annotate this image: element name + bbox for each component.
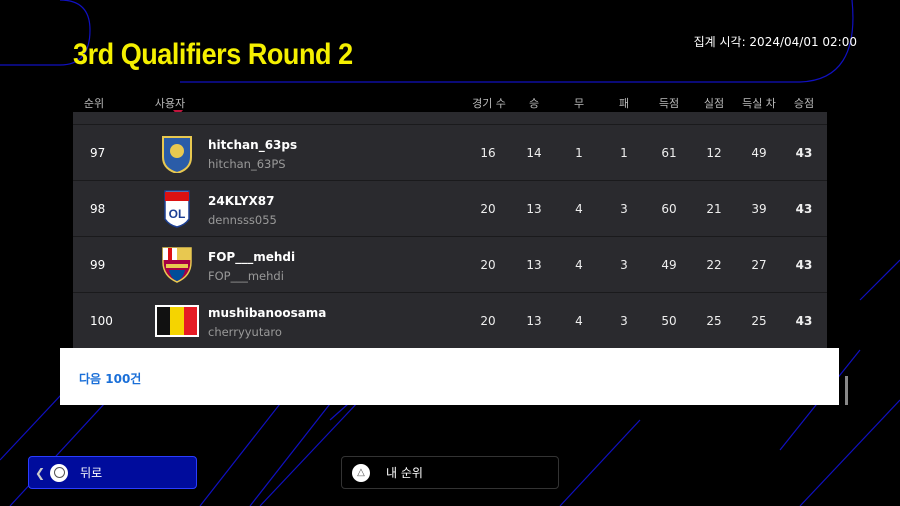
cell-pts: 43	[795, 313, 813, 328]
cell-win: 13	[526, 201, 542, 216]
cell-ga: 12	[706, 145, 722, 160]
cell-loss: 1	[620, 145, 628, 160]
table-row[interactable]: 98 OL 24KLYX87 dennsss055 20 13 4 3 60 21 39 43	[73, 180, 827, 236]
aggregation-time: 집계 시각: 2024/04/01 02:00	[693, 35, 857, 49]
cell-played: 20	[480, 257, 496, 272]
user-id: dennsss055	[208, 213, 277, 227]
scrollbar[interactable]	[845, 376, 848, 405]
cell-draw: 4	[575, 201, 583, 216]
cell-loss: 3	[620, 257, 628, 272]
cell-win: 13	[526, 257, 542, 272]
team-badge-icon	[155, 301, 199, 341]
back-button[interactable]: ❮ 뒤로	[28, 456, 197, 489]
header-rank: 순위	[83, 97, 105, 110]
cell-ga: 22	[706, 257, 722, 272]
circle-button-icon	[50, 463, 69, 482]
cell-ga: 25	[706, 313, 722, 328]
rank: 98	[90, 201, 106, 216]
header-goals-for[interactable]: 득점	[658, 97, 680, 110]
page-title: 3rd Qualifiers Round 2	[73, 38, 353, 71]
cell-played: 20	[480, 201, 496, 216]
cell-gd: 27	[751, 257, 767, 272]
cell-gf: 60	[661, 201, 677, 216]
team-badge-icon	[157, 245, 197, 285]
my-rank-button[interactable]: △ 내 순위	[341, 456, 559, 489]
cell-gd: 39	[751, 201, 767, 216]
cell-win: 14	[526, 145, 542, 160]
header-loss[interactable]: 패	[618, 97, 630, 110]
my-rank-label: 내 순위	[386, 466, 423, 480]
cell-loss: 3	[620, 201, 628, 216]
cell-gd: 49	[751, 145, 767, 160]
rank: 99	[90, 257, 106, 272]
cell-win: 13	[526, 313, 542, 328]
header-goal-diff[interactable]: 득실 차	[742, 97, 776, 110]
header-played[interactable]: 경기 수	[472, 97, 506, 110]
rank: 97	[90, 145, 106, 160]
header-draw[interactable]: 무	[573, 97, 585, 110]
header-goals-against[interactable]: 실점	[703, 97, 725, 110]
header-points[interactable]: 승점	[793, 97, 815, 110]
cell-pts: 43	[795, 201, 813, 216]
ranking-table: 97 hitchan_63ps hitchan_63PS 16 14 1 1 61 12 49…	[73, 112, 827, 348]
cell-draw: 4	[575, 313, 583, 328]
cell-draw: 4	[575, 257, 583, 272]
team-badge-icon	[157, 133, 197, 175]
cell-ga: 21	[706, 201, 722, 216]
cell-gf: 49	[661, 257, 677, 272]
cell-loss: 3	[620, 313, 628, 328]
cell-played: 20	[480, 313, 496, 328]
chevron-left-icon: ❮	[35, 465, 46, 480]
cell-gf: 50	[661, 313, 677, 328]
header-user[interactable]: 사용자	[154, 97, 186, 110]
rank: 100	[90, 313, 113, 328]
table-row[interactable]: 100 mushibanoosama cherryyutaro 20 13 4 3 50 2…	[73, 292, 827, 348]
cell-played: 16	[480, 145, 496, 160]
svg-text:OL: OL	[169, 207, 186, 221]
back-label: 뒤로	[80, 466, 103, 480]
user-name: 24KLYX87	[208, 194, 275, 208]
cell-gf: 61	[661, 145, 677, 160]
user-id: cherryyutaro	[208, 325, 282, 339]
user-id: hitchan_63PS	[208, 157, 286, 171]
cell-pts: 43	[795, 145, 813, 160]
cell-draw: 1	[575, 145, 583, 160]
user-name: mushibanoosama	[208, 306, 327, 320]
user-id: FOP___mehdi	[208, 269, 284, 283]
next-100-button[interactable]: 다음 100건	[60, 348, 839, 405]
triangle-button-icon: △	[352, 463, 370, 482]
table-row[interactable]: 97 hitchan_63ps hitchan_63PS 16 14 1 1 61 12 49…	[73, 124, 827, 180]
user-name: FOP___mehdi	[208, 250, 296, 264]
team-badge-icon: OL	[157, 189, 197, 229]
user-name: hitchan_63ps	[208, 138, 298, 152]
table-row[interactable]: 99 FOP___mehdi FOP___mehdi 20 13 4 3 49 22 27 43	[73, 236, 827, 292]
cell-gd: 25	[751, 313, 767, 328]
header-win[interactable]: 승	[528, 97, 540, 110]
cell-pts: 43	[795, 257, 813, 272]
